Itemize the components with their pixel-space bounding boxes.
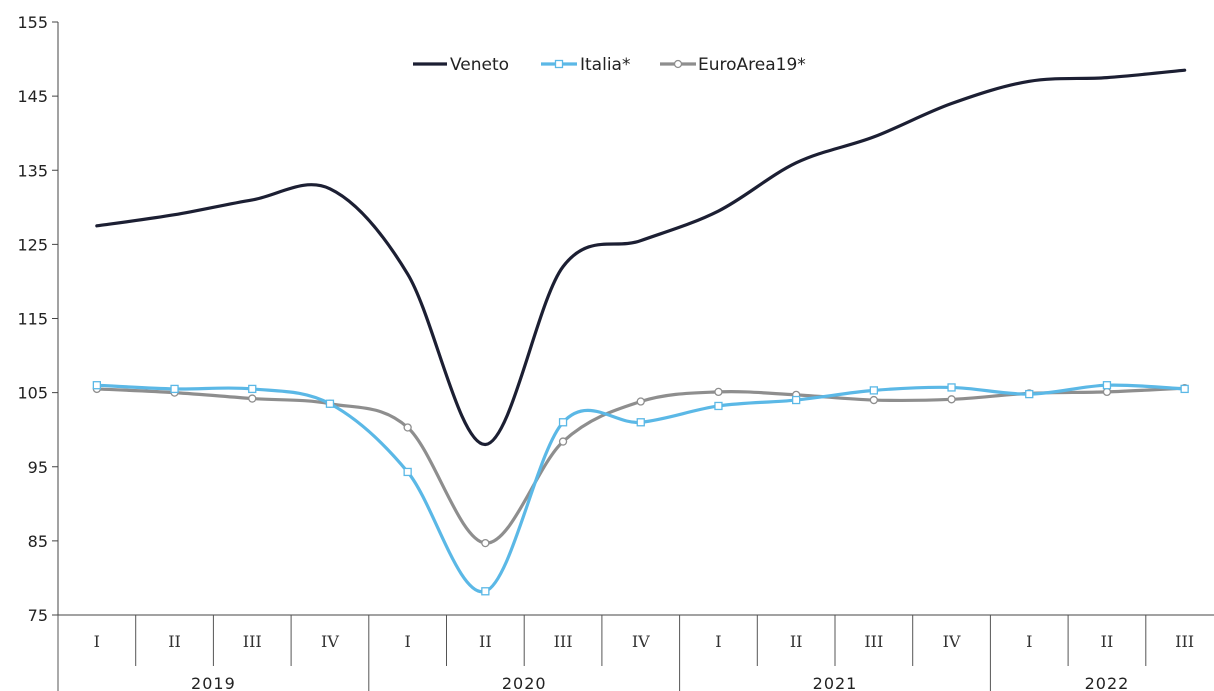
series-line — [95, 383, 1187, 594]
y-tick-label: 95 — [28, 458, 48, 477]
y-tick-label: 85 — [28, 532, 48, 551]
data-point — [558, 437, 568, 446]
x-tick-label: IV — [943, 632, 961, 651]
x-tick-label: III — [243, 632, 262, 651]
x-tick-label: I — [715, 632, 721, 651]
x-tick-label: I — [404, 632, 410, 651]
series-1 — [92, 381, 1189, 596]
x-tick-label: IV — [632, 632, 650, 651]
legend-item: Veneto — [413, 55, 509, 75]
data-point — [947, 395, 956, 404]
legend-label: EuroArea19* — [698, 55, 806, 75]
x-tick-label: II — [790, 632, 803, 651]
x-tick-label: III — [864, 632, 883, 651]
data-point — [481, 587, 490, 596]
legend-item: EuroArea19* — [660, 55, 806, 75]
series-2 — [92, 384, 1189, 548]
y-tick-label: 75 — [28, 606, 48, 625]
legend: Veneto Italia* EuroArea19* — [413, 55, 806, 75]
x-tick-label: I — [1026, 632, 1032, 651]
y-tick-label: 155 — [17, 13, 48, 32]
year-label: 2022 — [1085, 674, 1130, 691]
legend-item: Italia* — [541, 55, 630, 75]
legend-label: Italia* — [580, 55, 630, 75]
legend-marker — [673, 59, 683, 69]
y-tick-label: 125 — [17, 235, 48, 254]
data-point — [636, 397, 645, 406]
y-tick-label: 135 — [17, 161, 48, 180]
series-line — [95, 386, 1187, 545]
legend-marker — [554, 59, 564, 69]
data-point — [947, 383, 956, 392]
data-point — [92, 381, 101, 390]
x-tick-label: II — [168, 632, 181, 651]
data-point — [869, 395, 878, 405]
data-point — [170, 384, 179, 394]
x-tick-label: II — [1101, 632, 1114, 651]
data-point — [481, 538, 490, 548]
data-point — [248, 394, 257, 403]
data-point — [714, 401, 723, 411]
x-tick-label: I — [94, 632, 100, 651]
data-point — [714, 387, 723, 397]
y-tick-label: 145 — [17, 87, 48, 106]
data-point — [636, 418, 645, 427]
data-point — [1025, 389, 1034, 399]
x-tick-label: III — [1175, 632, 1194, 651]
series-layer — [92, 68, 1189, 596]
data-point — [1180, 384, 1189, 394]
y-axis: 75 85 95 105 115 125 135 145 155 — [17, 13, 59, 691]
data-point — [1102, 387, 1112, 397]
data-point — [248, 384, 257, 394]
y-tick-label: 115 — [17, 310, 48, 329]
legend-label: Veneto — [450, 55, 509, 75]
x-tick-label: II — [479, 632, 492, 651]
data-point — [558, 418, 568, 427]
data-point — [325, 399, 335, 408]
y-tick-label: 105 — [17, 384, 48, 403]
data-point — [792, 395, 801, 405]
year-label: 2020 — [502, 674, 547, 691]
year-label: 2019 — [191, 674, 236, 691]
series-line — [95, 68, 1187, 447]
series-0 — [95, 68, 1187, 447]
data-point — [1102, 381, 1112, 390]
data-point — [869, 386, 878, 395]
data-point — [403, 467, 412, 477]
x-tick-label: III — [554, 632, 573, 651]
year-label: 2021 — [813, 674, 858, 691]
x-tick-label: IV — [321, 632, 339, 651]
data-point — [403, 423, 412, 432]
